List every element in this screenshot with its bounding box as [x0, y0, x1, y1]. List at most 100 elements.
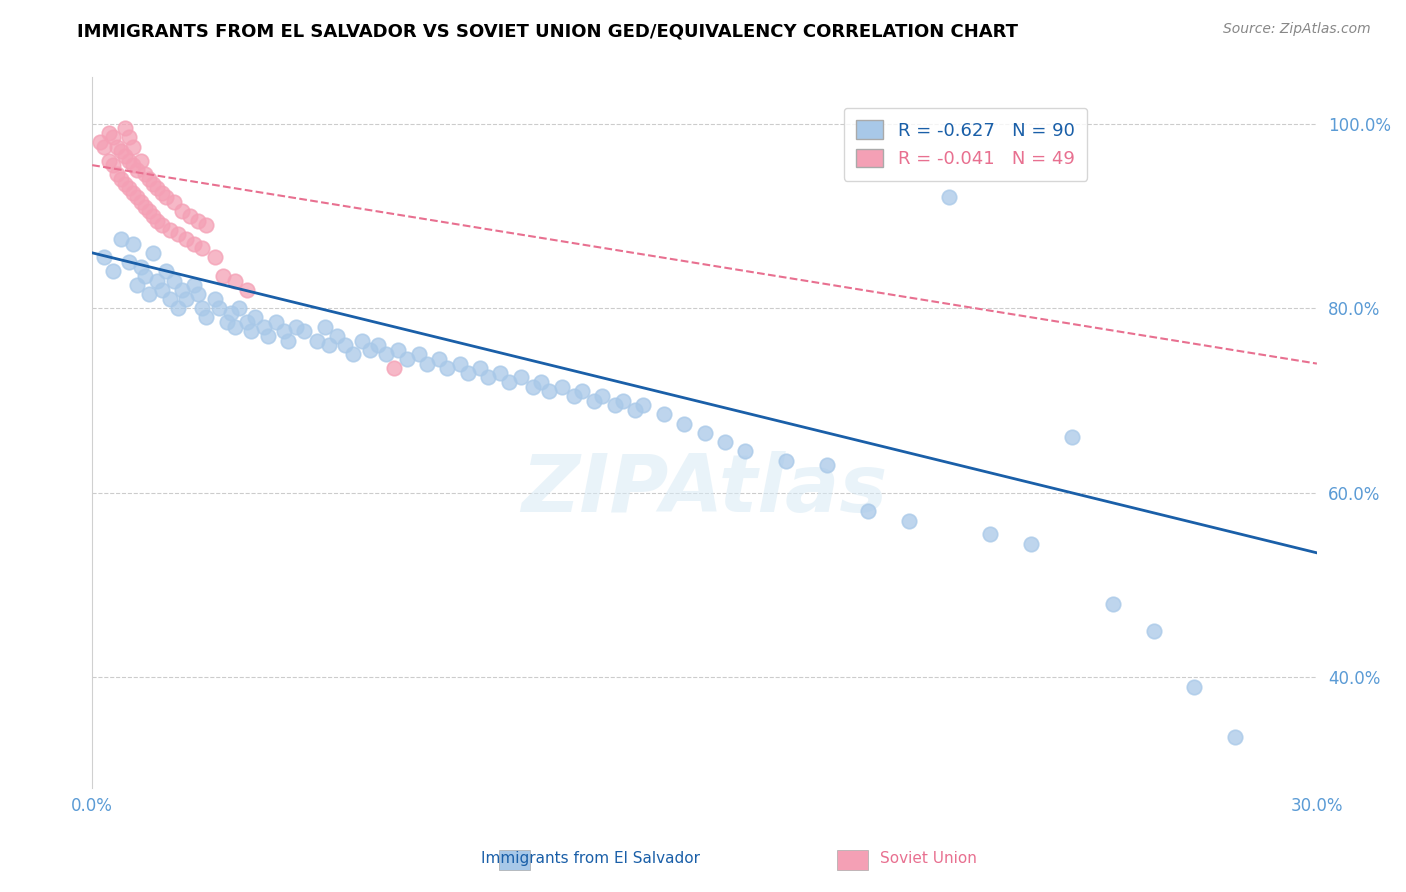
Text: Immigrants from El Salvador: Immigrants from El Salvador	[481, 851, 700, 865]
Point	[253, 319, 276, 334]
Point	[215, 315, 238, 329]
Point	[350, 334, 373, 348]
Point	[603, 398, 626, 412]
Point	[314, 319, 336, 334]
Point	[318, 338, 340, 352]
Point	[134, 167, 156, 181]
Point	[101, 264, 124, 278]
Point	[105, 167, 128, 181]
Point	[240, 324, 263, 338]
Point	[114, 149, 136, 163]
Point	[326, 329, 349, 343]
Point	[191, 241, 214, 255]
Point	[142, 245, 165, 260]
Point	[101, 130, 124, 145]
Point	[1142, 624, 1164, 639]
Point	[134, 268, 156, 283]
Point	[245, 310, 267, 325]
Point	[264, 315, 287, 329]
Point	[129, 195, 152, 210]
Point	[195, 218, 218, 232]
Point	[489, 366, 512, 380]
Point	[408, 347, 430, 361]
Text: ZIPAtlas: ZIPAtlas	[522, 450, 887, 529]
Point	[129, 153, 152, 168]
Point	[129, 260, 152, 274]
Point	[416, 357, 439, 371]
Text: Soviet Union: Soviet Union	[880, 851, 976, 865]
Point	[155, 264, 177, 278]
Point	[204, 292, 226, 306]
Point	[208, 301, 231, 316]
Point	[159, 292, 181, 306]
Point	[191, 301, 214, 316]
Point	[815, 458, 838, 472]
Point	[93, 139, 115, 153]
Point	[224, 273, 246, 287]
Point	[1184, 680, 1206, 694]
Point	[150, 283, 173, 297]
Point	[110, 232, 132, 246]
Point	[498, 375, 520, 389]
Point	[105, 139, 128, 153]
Legend: R = -0.627   N = 90, R = -0.041   N = 49: R = -0.627 N = 90, R = -0.041 N = 49	[844, 108, 1087, 181]
Point	[125, 278, 148, 293]
Point	[305, 334, 328, 348]
Point	[285, 319, 308, 334]
Point	[118, 153, 141, 168]
Point	[101, 158, 124, 172]
Point	[612, 393, 634, 408]
Point	[359, 343, 381, 357]
Point	[219, 306, 242, 320]
Point	[183, 278, 205, 293]
Point	[155, 190, 177, 204]
Point	[734, 444, 756, 458]
Point	[294, 324, 316, 338]
Point	[174, 292, 197, 306]
Point	[1060, 430, 1083, 444]
Text: Source: ZipAtlas.com: Source: ZipAtlas.com	[1223, 22, 1371, 37]
Point	[170, 283, 193, 297]
Point	[538, 384, 561, 399]
Point	[522, 379, 544, 393]
Point	[571, 384, 593, 399]
Point	[118, 130, 141, 145]
Point	[146, 213, 169, 227]
Point	[122, 158, 145, 172]
Point	[427, 351, 450, 366]
Point	[142, 177, 165, 191]
Point	[624, 402, 647, 417]
Point	[583, 393, 606, 408]
Point	[938, 190, 960, 204]
Point	[93, 251, 115, 265]
Point	[457, 366, 479, 380]
Point	[183, 236, 205, 251]
Point	[256, 329, 278, 343]
Point	[167, 301, 190, 316]
Point	[163, 195, 186, 210]
Point	[170, 204, 193, 219]
Point	[97, 153, 120, 168]
Point	[382, 361, 405, 376]
Point	[592, 389, 614, 403]
Point	[550, 379, 572, 393]
Text: IMMIGRANTS FROM EL SALVADOR VS SOVIET UNION GED/EQUIVALENCY CORRELATION CHART: IMMIGRANTS FROM EL SALVADOR VS SOVIET UN…	[77, 22, 1018, 40]
Point	[693, 425, 716, 440]
Point	[436, 361, 458, 376]
Point	[97, 126, 120, 140]
Point	[395, 351, 418, 366]
Point	[122, 139, 145, 153]
Point	[449, 357, 471, 371]
Point	[138, 287, 160, 301]
Point	[979, 527, 1001, 541]
Point	[633, 398, 655, 412]
Point	[673, 417, 696, 431]
Point	[114, 121, 136, 136]
Point	[187, 213, 209, 227]
Point	[468, 361, 491, 376]
Point	[122, 186, 145, 200]
Point	[273, 324, 295, 338]
Point	[211, 268, 233, 283]
Point	[530, 375, 553, 389]
Point	[204, 251, 226, 265]
